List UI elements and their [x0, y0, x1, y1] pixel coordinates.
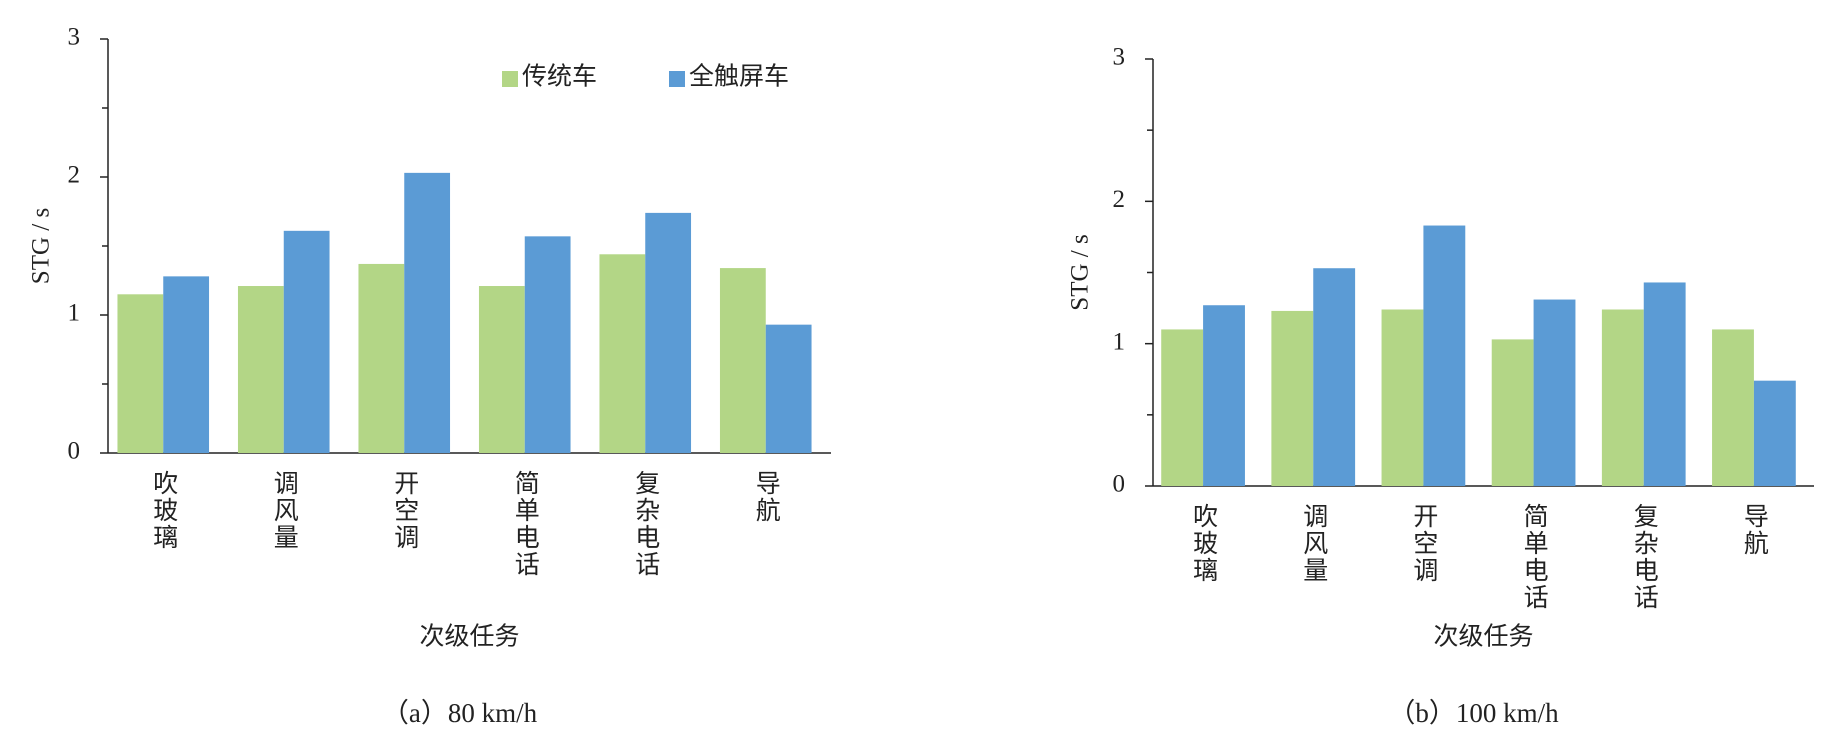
bar — [478, 286, 525, 453]
legend-label: 传统车 — [522, 63, 597, 91]
x-tick-label: 开空调 — [391, 470, 419, 551]
x-tick-label: 复杂电话 — [1630, 503, 1659, 611]
bar — [765, 324, 812, 453]
bar — [1271, 310, 1314, 486]
y-tick-label: 3 — [68, 24, 81, 51]
bar — [1313, 268, 1356, 486]
bar — [1203, 305, 1245, 486]
x-tick-label: 调风量 — [270, 470, 299, 551]
bar — [1753, 380, 1796, 486]
bar — [524, 236, 571, 453]
x-tick-label: 导航 — [1740, 503, 1769, 557]
bar — [117, 294, 164, 453]
bar — [1381, 309, 1424, 486]
bar — [358, 263, 405, 453]
legend-label: 全触屏车 — [689, 63, 789, 91]
y-axis-title: STG / s — [28, 208, 55, 284]
legend-swatch — [669, 71, 685, 87]
bar — [1533, 299, 1576, 486]
legend-swatch — [502, 71, 518, 87]
y-tick-label: 2 — [68, 162, 81, 189]
bar — [1601, 309, 1644, 486]
caption: （a）80 km/h — [382, 698, 538, 728]
y-axis-title: STG / s — [1067, 234, 1094, 310]
y-tick-label: 1 — [1113, 328, 1126, 355]
x-tick-label: 简单电话 — [1520, 503, 1548, 611]
bar — [1491, 339, 1534, 486]
y-tick-label: 0 — [1113, 471, 1126, 498]
x-tick-label: 开空调 — [1410, 503, 1438, 584]
bar — [1643, 282, 1686, 486]
bar — [1712, 329, 1754, 486]
bar — [599, 254, 646, 453]
bar — [1161, 329, 1204, 486]
x-tick-label: 吹玻璃 — [1190, 503, 1219, 584]
y-tick-label: 1 — [68, 300, 81, 327]
x-axis-title: 次级任务 — [419, 623, 519, 651]
y-tick-label: 2 — [1113, 186, 1126, 213]
bar — [404, 172, 451, 454]
x-tick-label: 复杂电话 — [632, 470, 661, 578]
bar — [283, 230, 330, 453]
y-tick-label: 3 — [1113, 44, 1126, 71]
x-tick-label: 简单电话 — [511, 470, 539, 578]
y-tick-label: 0 — [68, 438, 81, 465]
caption: （b）100 km/h — [1388, 698, 1559, 728]
x-tick-label: 吹玻璃 — [150, 470, 179, 551]
x-tick-label: 导航 — [752, 470, 781, 524]
x-axis-title: 次级任务 — [1433, 623, 1533, 651]
bar — [237, 286, 284, 453]
bar — [1423, 225, 1466, 486]
bar — [163, 276, 210, 453]
bar — [719, 268, 766, 453]
bar — [645, 212, 692, 453]
x-tick-label: 调风量 — [1300, 503, 1329, 584]
